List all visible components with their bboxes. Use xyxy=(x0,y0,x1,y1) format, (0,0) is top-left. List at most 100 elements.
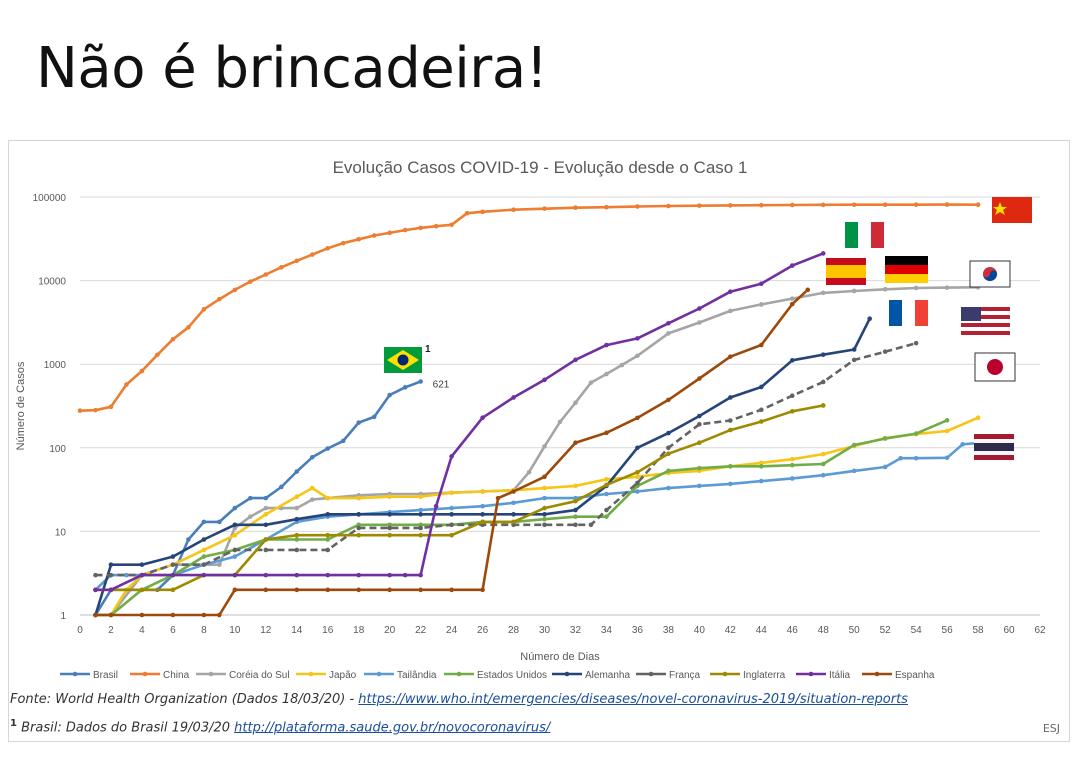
data-point-cor-ia-do-sul xyxy=(588,380,594,385)
flag-germany-icon xyxy=(885,265,928,274)
data-point-it-lia xyxy=(697,306,702,311)
x-tick-label: 26 xyxy=(477,625,489,636)
legend-marker-china xyxy=(142,671,148,677)
data-point-espanha xyxy=(108,612,114,618)
data-point-estados-unidos xyxy=(604,514,609,519)
data-point-fran-a xyxy=(573,522,578,528)
data-point-brasil xyxy=(309,454,315,460)
data-point-tail-ndia xyxy=(418,507,423,513)
data-point-it-lia xyxy=(573,357,578,363)
data-label-brasil: 621 xyxy=(433,379,450,390)
x-tick-label: 12 xyxy=(260,625,272,636)
data-point-china xyxy=(449,222,454,228)
x-tick-label: 28 xyxy=(508,625,520,636)
x-axis-label: Número de Dias xyxy=(520,651,600,663)
legend-marker-tail-ndia xyxy=(376,671,382,677)
data-point-inglaterra xyxy=(170,587,176,593)
data-point-espanha xyxy=(789,301,795,307)
series-line-inglaterra xyxy=(95,404,824,592)
data-point-estados-unidos xyxy=(758,464,764,469)
flag-usa-icon xyxy=(961,315,1010,319)
data-point-it-lia xyxy=(480,415,485,421)
data-point-tail-ndia xyxy=(124,572,129,578)
data-point-cor-ia-do-sul xyxy=(573,400,578,406)
data-point-espanha xyxy=(356,587,362,593)
data-point-jap-o xyxy=(387,494,392,500)
data-point-china xyxy=(232,287,238,293)
data-point-brasil xyxy=(325,446,331,451)
data-point-alemanha xyxy=(263,522,269,528)
x-tick-label: 36 xyxy=(632,625,644,636)
data-point-china xyxy=(325,245,331,251)
data-point-china xyxy=(418,225,423,231)
data-point-fran-a xyxy=(758,407,764,413)
data-point-espanha xyxy=(294,587,300,593)
data-point-china xyxy=(248,279,253,284)
data-point-inglaterra xyxy=(139,587,145,593)
data-point-china xyxy=(186,325,191,330)
data-point-inglaterra xyxy=(387,532,392,538)
data-point-espanha xyxy=(604,430,609,436)
data-point-china xyxy=(201,306,207,312)
data-point-tail-ndia xyxy=(898,455,903,461)
data-point-espanha xyxy=(232,587,238,593)
data-point-fran-a xyxy=(728,418,733,423)
data-point-it-lia xyxy=(758,281,764,287)
data-point-cor-ia-do-sul xyxy=(882,287,888,292)
data-point-it-lia xyxy=(232,572,238,578)
data-point-espanha xyxy=(263,587,269,593)
data-point-alemanha xyxy=(418,512,423,517)
flag-italy-icon xyxy=(871,222,884,248)
data-point-brasil xyxy=(201,519,207,525)
data-point-brasil xyxy=(248,495,253,501)
data-point-cor-ia-do-sul xyxy=(666,331,671,336)
data-point-fran-a xyxy=(789,393,795,398)
x-tick-label: 42 xyxy=(725,625,737,636)
data-point-china xyxy=(635,204,640,209)
data-point-jap-o xyxy=(944,428,950,434)
data-point-estados-unidos xyxy=(697,465,702,471)
data-point-tail-ndia xyxy=(851,468,857,474)
data-point-china xyxy=(356,236,362,242)
data-point-espanha xyxy=(666,397,671,403)
chart-frame xyxy=(8,140,1070,742)
data-point-espanha xyxy=(201,612,207,618)
data-point-china xyxy=(387,230,392,236)
x-tick-label: 34 xyxy=(601,625,613,636)
data-point-cor-ia-do-sul xyxy=(309,497,315,502)
data-point-inglaterra xyxy=(604,482,609,488)
data-point-alemanha xyxy=(449,512,454,517)
data-point-jap-o xyxy=(789,456,795,462)
data-point-it-lia xyxy=(108,587,114,593)
data-point-jap-o xyxy=(604,476,609,482)
data-point-tail-ndia xyxy=(511,500,516,506)
flag-germany-icon xyxy=(885,274,928,283)
x-tick-label: 44 xyxy=(756,625,768,636)
data-point-jap-o xyxy=(975,415,981,421)
data-point-jap-o xyxy=(232,532,238,538)
data-point-china xyxy=(975,202,981,207)
brasil-note-link[interactable]: http://plataforma.saude.gov.br/novocoron… xyxy=(234,720,551,736)
data-point-cor-ia-do-sul xyxy=(913,285,919,291)
data-point-it-lia xyxy=(604,342,609,348)
flag-thailand-icon xyxy=(974,443,1014,451)
data-point-china xyxy=(340,240,346,246)
x-tick-label: 8 xyxy=(201,625,207,636)
y-tick-label: 10000 xyxy=(38,277,66,288)
data-point-estados-unidos xyxy=(789,462,795,468)
data-point-estados-unidos xyxy=(387,522,392,528)
data-point-cor-ia-do-sul xyxy=(619,362,625,368)
data-point-fran-a xyxy=(325,547,331,553)
data-point-jap-o xyxy=(449,490,454,496)
data-point-it-lia xyxy=(789,263,795,268)
flag-brazil-icon xyxy=(397,354,409,366)
data-point-espanha xyxy=(325,587,331,593)
data-point-china xyxy=(139,368,145,374)
data-point-espanha xyxy=(480,587,485,593)
data-point-inglaterra xyxy=(789,409,795,414)
data-point-jap-o xyxy=(573,483,578,489)
data-point-inglaterra xyxy=(758,419,764,424)
source-link[interactable]: https://www.who.int/emergencies/diseases… xyxy=(358,692,908,707)
data-point-it-lia xyxy=(635,336,640,341)
series-line-china xyxy=(79,203,979,412)
